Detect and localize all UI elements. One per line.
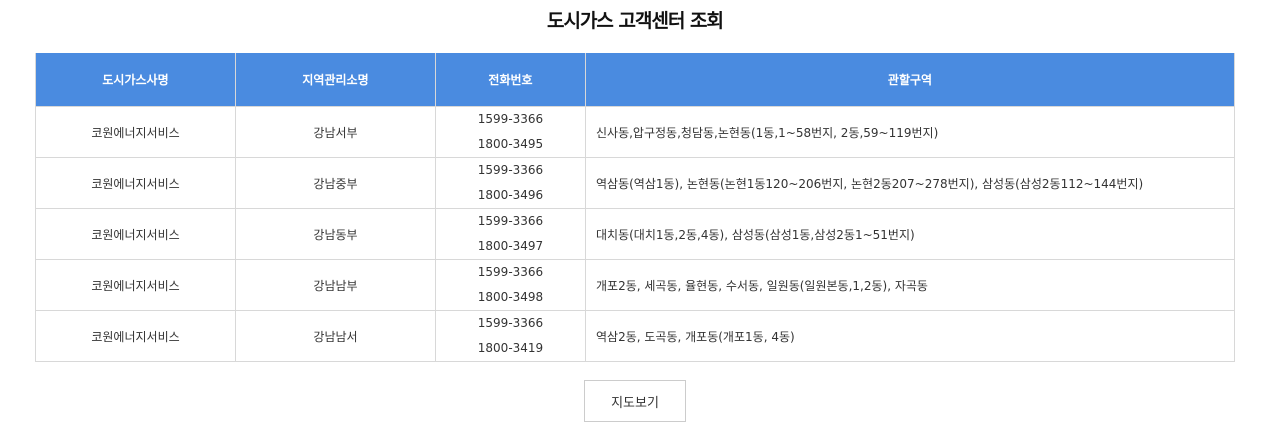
phone-number: 1599-3366 (477, 265, 544, 279)
phone-number: 1800-3497 (477, 239, 544, 253)
header-area: 관할구역 (585, 53, 1235, 107)
company-cell: 코원에너지서비스 (35, 259, 236, 311)
phone-cell: 1599-3366 1800-3497 (435, 208, 586, 260)
area-cell: 신사동,압구정동,청담동,논현동(1동,1~58번지, 2동,59~119번지) (585, 106, 1235, 158)
phone-number: 1800-3496 (477, 188, 544, 202)
phone-number: 1599-3366 (477, 112, 544, 126)
office-cell: 강남남부 (235, 259, 436, 311)
phone-cell: 1599-3366 1800-3419 (435, 310, 586, 362)
header-office: 지역관리소명 (235, 53, 436, 107)
area-cell: 역삼동(역삼1동), 논현동(논현1동120~206번지, 논현2동207~27… (585, 157, 1235, 209)
office-cell: 강남서부 (235, 106, 436, 158)
phone-cell: 1599-3366 1800-3498 (435, 259, 586, 311)
table-row: 코원에너지서비스 강남중부 1599-3366 1800-3496 역삼동(역삼1… (35, 157, 1235, 209)
table-row: 코원에너지서비스 강남남부 1599-3366 1800-3498 개포2동, 세… (35, 259, 1235, 311)
phone-number: 1800-3498 (477, 290, 544, 304)
header-company: 도시가스사명 (35, 53, 236, 107)
phone-cell: 1599-3366 1800-3496 (435, 157, 586, 209)
office-cell: 강남남서 (235, 310, 436, 362)
table-row: 코원에너지서비스 강남남서 1599-3366 1800-3419 역삼2동, 도… (35, 310, 1235, 362)
phone-number: 1599-3366 (477, 214, 544, 228)
area-cell: 대치동(대치1동,2동,4동), 삼성동(삼성1동,삼성2동1~51번지) (585, 208, 1235, 260)
table-row: 코원에너지서비스 강남서부 1599-3366 1800-3495 신사동,압구정… (35, 106, 1235, 158)
area-cell: 역삼2동, 도곡동, 개포동(개포1동, 4동) (585, 310, 1235, 362)
phone-cell: 1599-3366 1800-3495 (435, 106, 586, 158)
phone-number: 1800-3495 (477, 137, 544, 151)
phone-number: 1800-3419 (477, 341, 544, 355)
company-cell: 코원에너지서비스 (35, 208, 236, 260)
table-header-row: 도시가스사명 지역관리소명 전화번호 관할구역 (35, 53, 1235, 107)
company-cell: 코원에너지서비스 (35, 157, 236, 209)
phone-number: 1599-3366 (477, 163, 544, 177)
gas-center-table: 도시가스사명 지역관리소명 전화번호 관할구역 코원에너지서비스 강남서부 15… (35, 53, 1235, 362)
phone-number: 1599-3366 (477, 316, 544, 330)
map-view-button[interactable]: 지도보기 (584, 380, 686, 422)
company-cell: 코원에너지서비스 (35, 106, 236, 158)
office-cell: 강남중부 (235, 157, 436, 209)
table-row: 코원에너지서비스 강남동부 1599-3366 1800-3497 대치동(대치1… (35, 208, 1235, 260)
header-phone: 전화번호 (435, 53, 586, 107)
company-cell: 코원에너지서비스 (35, 310, 236, 362)
area-cell: 개포2동, 세곡동, 율현동, 수서동, 일원동(일원본동,1,2동), 자곡동 (585, 259, 1235, 311)
office-cell: 강남동부 (235, 208, 436, 260)
page-title: 도시가스 고객센터 조회 (546, 10, 724, 32)
